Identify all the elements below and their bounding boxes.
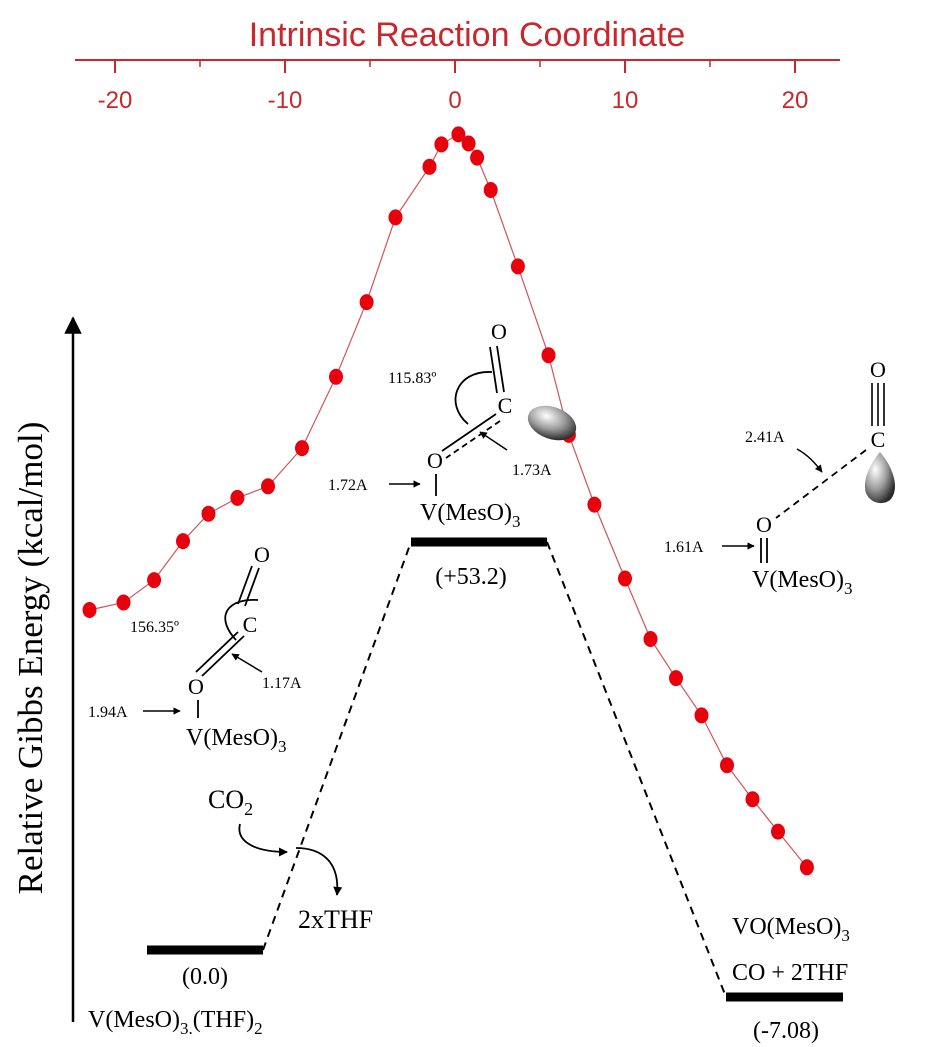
top-axis-tick-label: 10 (612, 87, 639, 114)
product-o-atom: O (756, 512, 772, 537)
reactant-oc-double-2 (195, 631, 239, 673)
ts-angle-label: 115.83º (388, 370, 436, 387)
irc-point (451, 126, 466, 143)
irc-point (745, 791, 760, 808)
ts-co-double-1 (496, 345, 505, 393)
irc-point (295, 440, 309, 457)
irc-point (82, 602, 97, 618)
product-c-dist-label: 2.41A (745, 429, 785, 446)
irc-curve (82, 126, 814, 876)
product-vo-bond-label: 1.61A (664, 539, 704, 556)
top-axis-tick-label: 0 (448, 87, 461, 114)
irc-point (720, 757, 734, 774)
ts-orbital-lobe (527, 405, 577, 441)
ts-angle-arc (454, 371, 493, 425)
reactant-species-label: V(MesO)3.(THF)2 (88, 1007, 263, 1038)
irc-point (147, 572, 162, 589)
reactant-co-pointer (231, 653, 263, 673)
product-metal: V(MesO)3 (752, 567, 852, 598)
co2-in-arrow (238, 823, 288, 857)
reactant-o-top: O (254, 542, 270, 567)
top-axis-tick-label: -20 (98, 87, 133, 114)
irc-point (643, 631, 658, 647)
ts-co-pointer (479, 431, 508, 451)
product-energy-label: (-7.08) (753, 1018, 819, 1044)
irc-point (541, 347, 556, 364)
ts-oc-bond-solid (441, 413, 497, 452)
top-axis-title: Intrinsic Reaction Coordinate (249, 16, 686, 54)
ts-vo-bond-label: 1.72A (328, 477, 368, 494)
reactant-metal: V(MesO)3 (186, 725, 286, 756)
reactant-c-atom: C (243, 612, 258, 637)
ts-co-bond-label: 1.73A (512, 462, 552, 479)
thf-out-arrow (295, 847, 343, 896)
top-axis-tick-label: -10 (268, 87, 303, 114)
irc-point (618, 570, 632, 587)
product-formula-label: VO(MesO)3 (732, 914, 850, 945)
ts-co-double-2 (489, 346, 498, 394)
product-c-atom: C (871, 427, 886, 452)
product-vc-dashed (775, 449, 867, 519)
reactant-structure: O C O V(MesO)3 156.35º 1.17A 1.94A (88, 542, 302, 756)
product-co-thf-label: CO + 2THF (732, 960, 848, 986)
connector-reactant-ts (262, 541, 412, 951)
irc-point (771, 823, 785, 840)
irc-point (461, 135, 476, 152)
product-orbital-lobe (864, 452, 895, 504)
reactant-oc-double-1 (201, 635, 245, 677)
co2-label: CO2 (208, 785, 253, 819)
irc-point (470, 149, 485, 166)
reactant-co-bond-label: 1.17A (262, 675, 302, 692)
ts-energy-label: (+53.2) (435, 564, 507, 590)
ts-o-top: O (491, 319, 507, 344)
irc-point (176, 533, 190, 550)
product-c-dist-pointer (796, 448, 823, 473)
irc-point (359, 294, 374, 311)
irc-point (799, 859, 814, 876)
irc-point (669, 670, 683, 687)
top-axis-tick-label: 20 (782, 87, 809, 114)
reagents: CO2 2xTHF (208, 785, 373, 934)
irc-point (230, 489, 245, 506)
irc-point (261, 478, 275, 495)
y-axis-title: Relative Gibbs Energy (kcal/mol) (11, 422, 50, 895)
irc-point (329, 368, 343, 385)
top-axis: Intrinsic Reaction Coordinate -20 -10 0 10 2… (75, 16, 840, 114)
top-axis-ticks: -20 -10 0 10 20 (98, 60, 809, 114)
irc-point (201, 505, 216, 522)
energy-levels (147, 537, 843, 1002)
irc-point (483, 182, 498, 198)
irc-point (694, 707, 709, 724)
irc-point (434, 136, 449, 153)
product-structure: O C 2.41A O V(MesO)3 1.61A (664, 357, 895, 598)
irc-points (82, 126, 814, 876)
reactant-co-double-2 (237, 565, 253, 605)
reactant-angle-arc (224, 599, 259, 641)
reactant-energy-label: (0.0) (182, 964, 228, 990)
ts-oc-bond-dash (445, 420, 501, 459)
ts-o-atom: O (427, 448, 443, 473)
reactant-angle-label: 156.35º (130, 619, 179, 636)
irc-point (510, 258, 525, 275)
irc-point (422, 158, 437, 175)
ts-structure: O C O V(MesO)3 115.83º 1.73A 1.72A (328, 319, 577, 531)
product-o-top: O (870, 357, 886, 382)
y-axis: Relative Gibbs Energy (kcal/mol) (11, 316, 82, 1022)
connector-ts-product (546, 541, 727, 998)
reactant-vo-bond-label: 1.94A (88, 704, 128, 721)
ts-metal: V(MesO)3 (420, 500, 520, 531)
irc-point (116, 594, 131, 611)
reactant-o-atom: O (188, 674, 204, 699)
irc-point (388, 209, 403, 226)
thf-label: 2xTHF (298, 905, 373, 934)
ts-c-atom: C (498, 393, 513, 418)
irc-point (587, 496, 602, 513)
